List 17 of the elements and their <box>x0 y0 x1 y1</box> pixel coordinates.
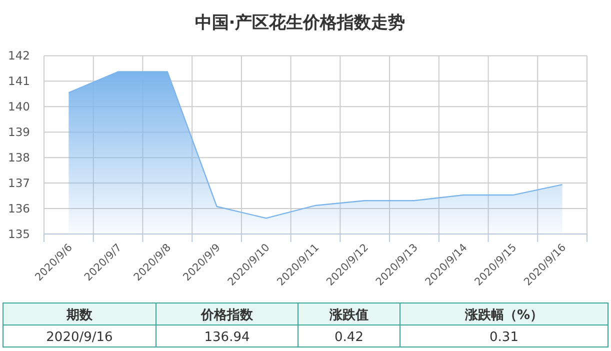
text: 涨跌值 <box>328 308 368 323</box>
text: 136.94 <box>204 330 250 345</box>
text: 2020/9/16 <box>46 330 113 345</box>
text: 0.31 <box>490 330 518 345</box>
y-tick-label: 140 <box>8 100 30 114</box>
text: 0.42 <box>334 330 364 345</box>
chart-title: 中国·产区花生价格指数走势 <box>194 13 406 33</box>
text: 期数 <box>66 308 94 323</box>
y-tick-label: 139 <box>8 125 30 140</box>
y-tick-label: 138 <box>8 150 30 165</box>
y-tick-label: 137 <box>8 176 30 190</box>
y-tick-label: 142 <box>8 48 30 63</box>
y-tick-label: 141 <box>8 74 30 88</box>
text: 价格指数 <box>200 308 254 323</box>
y-tick-label: 135 <box>8 227 30 241</box>
y-tick-label: 136 <box>8 202 30 216</box>
text: 涨跌幅（%） <box>464 308 544 323</box>
